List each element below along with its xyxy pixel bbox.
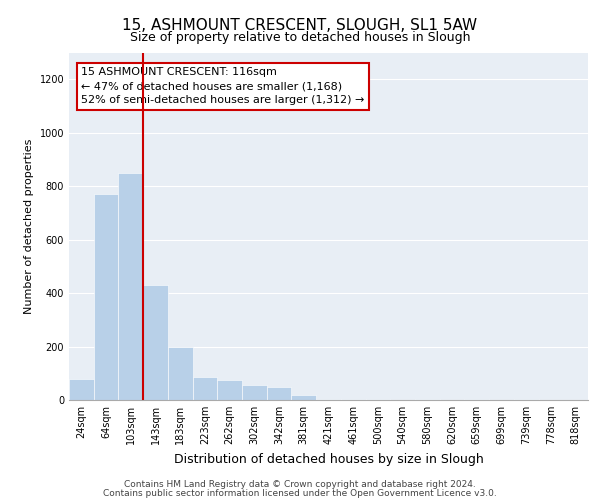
Bar — [267, 386, 292, 400]
X-axis label: Distribution of detached houses by size in Slough: Distribution of detached houses by size … — [173, 452, 484, 466]
Bar — [193, 378, 217, 400]
Bar — [415, 398, 440, 400]
Text: Contains HM Land Registry data © Crown copyright and database right 2024.: Contains HM Land Registry data © Crown c… — [124, 480, 476, 489]
Bar — [168, 346, 193, 400]
Bar — [242, 386, 267, 400]
Bar — [514, 398, 539, 400]
Bar — [94, 194, 118, 400]
Bar — [316, 398, 341, 400]
Y-axis label: Number of detached properties: Number of detached properties — [24, 138, 34, 314]
Bar — [69, 378, 94, 400]
Text: Size of property relative to detached houses in Slough: Size of property relative to detached ho… — [130, 31, 470, 44]
Bar — [365, 398, 390, 400]
Bar — [118, 173, 143, 400]
Bar — [217, 380, 242, 400]
Bar — [292, 394, 316, 400]
Text: Contains public sector information licensed under the Open Government Licence v3: Contains public sector information licen… — [103, 488, 497, 498]
Text: 15 ASHMOUNT CRESCENT: 116sqm
← 47% of detached houses are smaller (1,168)
52% of: 15 ASHMOUNT CRESCENT: 116sqm ← 47% of de… — [82, 67, 365, 105]
Bar — [464, 398, 489, 400]
Bar — [341, 398, 365, 400]
Bar — [143, 285, 168, 400]
Text: 15, ASHMOUNT CRESCENT, SLOUGH, SL1 5AW: 15, ASHMOUNT CRESCENT, SLOUGH, SL1 5AW — [122, 18, 478, 32]
